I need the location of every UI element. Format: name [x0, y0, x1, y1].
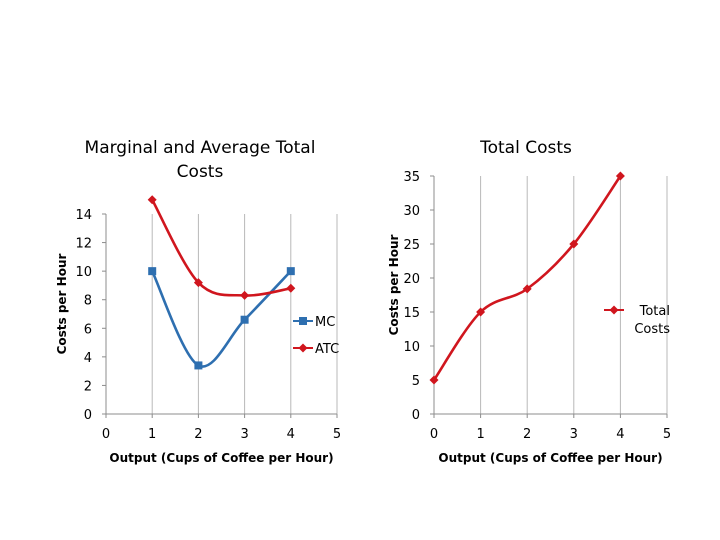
y-tick-label: 0 [412, 408, 420, 423]
x-tick-label: 2 [523, 427, 531, 442]
y-tick-label: 30 [403, 204, 420, 219]
data-point [286, 267, 295, 276]
data-point [286, 283, 296, 293]
data-point [240, 290, 250, 300]
y-tick-label: 8 [84, 294, 92, 309]
chart-title: Marginal and Average Total [85, 138, 316, 158]
y-tick-label: 0 [84, 408, 92, 423]
y-tick-label: 5 [412, 374, 420, 389]
legend-label: Total [639, 304, 670, 319]
x-tick-label: 2 [194, 427, 202, 442]
y-axis-title: Costs per Hour [387, 235, 401, 336]
x-tick-label: 1 [148, 427, 156, 442]
y-tick-label: 15 [403, 306, 420, 321]
y-tick-label: 2 [84, 379, 92, 394]
y-tick-label: 14 [75, 208, 92, 223]
legend-marker [609, 305, 619, 315]
x-tick-label: 3 [240, 427, 248, 442]
x-tick-label: 4 [616, 427, 624, 442]
data-point [193, 278, 203, 288]
x-tick-label: 5 [333, 427, 341, 442]
legend-label: MC [315, 315, 335, 330]
data-point [429, 375, 439, 385]
y-tick-label: 25 [403, 238, 420, 253]
y-tick-label: 10 [403, 340, 420, 355]
x-axis-title: Output (Cups of Coffee per Hour) [109, 451, 333, 465]
x-tick-label: 1 [476, 427, 484, 442]
mc-atc-chart: Marginal and Average TotalCosts024681012… [55, 138, 341, 465]
legend-label: ATC [315, 342, 339, 357]
y-tick-label: 12 [75, 237, 92, 252]
x-tick-label: 3 [570, 427, 578, 442]
y-tick-label: 6 [84, 322, 92, 337]
data-point [147, 195, 157, 205]
data-point [476, 307, 486, 317]
chart-title: Costs [177, 162, 224, 182]
legend-marker [298, 343, 308, 353]
x-tick-label: 0 [430, 427, 438, 442]
data-point [615, 171, 625, 181]
legend-marker [299, 317, 307, 325]
x-tick-label: 0 [102, 427, 110, 442]
y-tick-label: 10 [75, 265, 92, 280]
data-point [148, 267, 157, 276]
x-axis-title: Output (Cups of Coffee per Hour) [438, 451, 662, 465]
data-point [240, 315, 249, 324]
y-tick-label: 35 [403, 170, 420, 185]
data-point [522, 284, 532, 294]
data-point [194, 361, 203, 370]
y-axis-title: Costs per Hour [55, 254, 69, 355]
legend-label: Costs [634, 322, 670, 337]
y-tick-label: 4 [84, 351, 92, 366]
series-line-atc [151, 199, 292, 297]
series-line-mc [151, 270, 292, 368]
chart-title: Total Costs [479, 138, 572, 158]
x-tick-label: 5 [663, 427, 671, 442]
data-point [569, 239, 579, 249]
y-tick-label: 20 [403, 272, 420, 287]
x-tick-label: 4 [287, 427, 295, 442]
